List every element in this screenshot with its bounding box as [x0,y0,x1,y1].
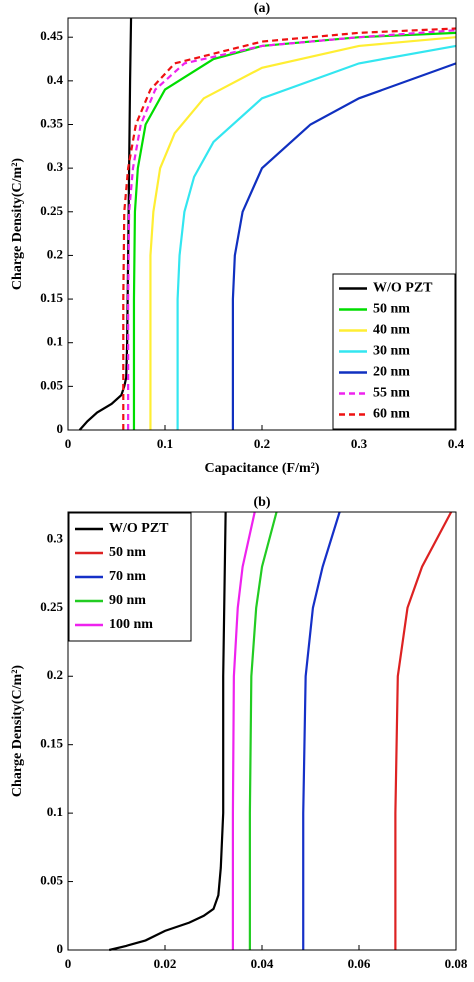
y-tick-label: 0.1 [47,804,63,819]
x-tick-label: 0.04 [251,956,274,971]
x-axis-label: Capacitance (F/m²) [204,461,319,476]
data-line [248,511,278,950]
x-tick-label: 0.3 [351,436,368,451]
y-tick-label: 0.15 [40,290,63,305]
y-tick-label: 0.05 [40,873,63,888]
y-tick-label: 0.45 [40,28,63,43]
x-tick-label: 0.06 [348,956,371,971]
data-line [149,36,457,430]
y-tick-label: 0.35 [40,115,63,130]
legend-label: 55 nm [373,386,410,401]
legend-label: 50 nm [373,302,410,317]
legend: W/O PZT 50 nm 70 nm 90 nm 100 nm [68,512,192,642]
y-tick-label: 0.25 [40,599,63,614]
x-tick-label: 0.4 [448,436,465,451]
legend-label: 70 nm [109,569,146,584]
x-tick-label: 0.02 [154,956,177,971]
x-tick-label: 0.1 [157,436,173,451]
y-tick-label: 0.2 [47,667,63,682]
data-line [122,27,457,430]
legend-label: 20 nm [373,365,410,380]
y-axis-label: Charge Density(C/m²) [10,665,25,797]
legend-label: W/O PZT [373,281,433,296]
chart-title: (a) [254,1,271,16]
x-tick-label: 0 [65,956,72,971]
data-line [394,511,453,950]
data-line [176,44,457,430]
y-tick-label: 0.15 [40,736,63,751]
y-tick-label: 0.3 [47,159,64,174]
data-line [78,17,133,431]
y-tick-label: 0.25 [40,203,63,218]
legend-label: 60 nm [373,407,410,422]
data-line [231,511,256,950]
x-tick-label: 0.2 [254,436,270,451]
legend-label: W/O PZT [109,521,169,536]
data-line [108,511,227,952]
chart-title: (b) [253,495,270,510]
plot-frame [67,511,457,951]
y-tick-label: 0.4 [47,72,64,87]
plot-frame [67,17,457,431]
data-line [127,29,457,430]
legend: W/O PZT 50 nm 40 nm 30 nm 20 nm 55 nm 60 nm [332,273,456,430]
y-tick-label: 0.05 [40,377,63,392]
data-line [302,511,341,950]
legend-label: 100 nm [109,617,153,632]
legend-label: 30 nm [373,344,410,359]
legend-label: 50 nm [109,545,146,560]
x-tick-label: 0.08 [445,956,468,971]
y-tick-label: 0.3 [47,530,64,545]
y-tick-label: 0 [57,941,64,956]
legend-label: 90 nm [109,593,146,608]
y-tick-label: 0 [57,421,64,436]
y-tick-label: 0.1 [47,334,63,349]
data-line [231,62,457,430]
y-tick-label: 0.2 [47,246,63,261]
y-axis-label: Charge Density(C/m²) [10,158,25,290]
x-tick-label: 0 [65,436,72,451]
legend-label: 40 nm [373,323,410,338]
